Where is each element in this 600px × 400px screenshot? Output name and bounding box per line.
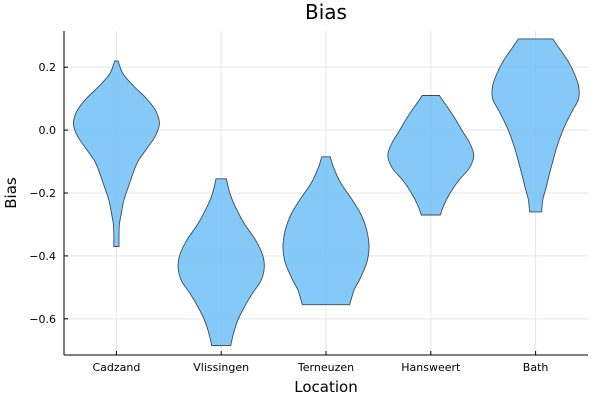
x-tick-label: Terneuzen: [297, 361, 354, 374]
violins: [72, 38, 580, 347]
violin-bath: [491, 38, 580, 213]
x-tick-label: Cadzand: [92, 361, 140, 374]
violin-terneuzen: [282, 156, 370, 306]
x-tick-labels: Cadzand Vlissingen Terneuzen Hansweert Bath: [92, 361, 548, 374]
x-tick-label: Vlissingen: [193, 361, 249, 374]
violin-cadzand: [72, 60, 160, 247]
y-tick-label: 0.2: [39, 61, 57, 74]
y-tick-labels: 0.2 0.0 −0.2 −0.4 −0.6: [29, 61, 56, 326]
violin-hansweert: [387, 95, 475, 216]
y-tick-label: −0.6: [29, 313, 56, 326]
x-tick-label: Bath: [523, 361, 549, 374]
y-tick-label: −0.2: [29, 187, 56, 200]
x-tick-label: Hansweert: [401, 361, 461, 374]
y-tick-label: −0.4: [29, 250, 56, 263]
chart-title: Bias: [305, 0, 347, 24]
y-axis-label: Bias: [2, 177, 20, 209]
x-axis-label: Location: [294, 378, 357, 396]
violin-vlissingen: [177, 178, 265, 347]
y-tick-label: 0.0: [39, 124, 57, 137]
